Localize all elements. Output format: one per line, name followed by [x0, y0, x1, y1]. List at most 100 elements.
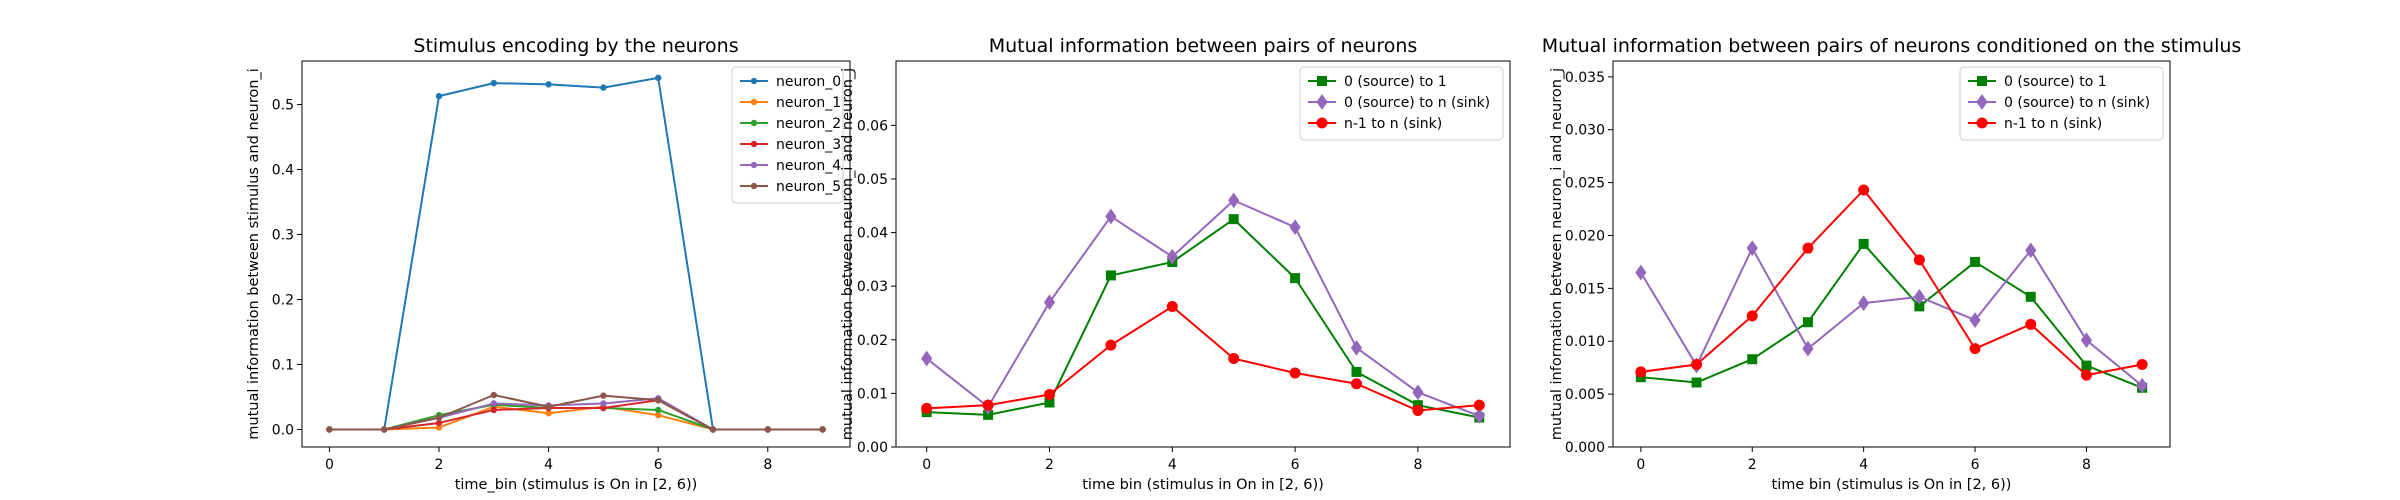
legend-entry: neuron_2 [740, 116, 841, 132]
data-point [1858, 184, 1870, 196]
y-tick-label: 0.035 [1565, 70, 1605, 86]
legend-entry: neuron_3 [740, 137, 841, 153]
legend-box [1299, 66, 1504, 141]
legend-marker [1977, 76, 1987, 86]
data-point [654, 396, 662, 404]
data-point [1746, 240, 1758, 257]
legend-entry: 0 (source) to n (sink) [1308, 94, 1490, 111]
y-tick-label: 0.025 [1565, 176, 1605, 192]
data-point [709, 426, 717, 433]
y-axis-label: mutual information between neuron_i and … [1549, 68, 1565, 440]
data-point [1913, 254, 1925, 266]
data-point [1473, 408, 1485, 424]
series-line [926, 199, 1480, 417]
chart-panel-1: Stimulus encoding by the neurons 0 2 4 6 8 0.0… [246, 35, 851, 493]
legend-label: 0 (source) to 1 [2004, 74, 2107, 90]
legend-label: 0 (source) to n (sink) [1344, 95, 1490, 111]
data-point [921, 402, 933, 414]
data-point [1289, 219, 1301, 236]
x-tick-label: 4 [544, 457, 553, 473]
legend-entry: neuron_1 [740, 95, 841, 111]
data-point [654, 74, 662, 82]
data-point [1913, 288, 1925, 305]
legend: 0 (source) to 1 0 (source) to n (sink) n-1… [1959, 66, 2164, 141]
y-tick-label: 0.2 [272, 292, 294, 308]
legend-entry: neuron_0 [740, 74, 841, 90]
data-point [1969, 312, 1981, 328]
y-tick-label: 0.05 [857, 172, 888, 188]
series-line [1640, 242, 2143, 389]
data-point [1105, 270, 1116, 281]
data-point [982, 399, 994, 411]
chart-title: Mutual information between pairs of neur… [989, 35, 1418, 57]
y-tick-label: 0.01 [857, 386, 888, 402]
data-point [1228, 192, 1240, 209]
legend-label: neuron_3 [776, 137, 841, 153]
legend-entry: n-1 to n (sink) [1308, 116, 1442, 132]
x-tick-label: 0 [325, 457, 334, 473]
y-tick-label: 0.020 [1565, 228, 1605, 244]
series-line [329, 394, 823, 431]
legend-marker [1316, 117, 1328, 129]
x-tick-label: 2 [1045, 457, 1054, 473]
axes-frame [301, 60, 851, 448]
data-point [1105, 339, 1117, 351]
y-axis-label: mutual information between stimulus and … [246, 68, 262, 439]
data-point [490, 79, 498, 87]
data-point [2136, 359, 2148, 371]
legend-entry: 0 (source) to n (sink) [1968, 94, 2150, 111]
legend-entry: 0 (source) to 1 [1308, 74, 1447, 90]
y-tick-label: 0.04 [857, 226, 888, 242]
x-tick-label: 6 [1291, 457, 1300, 473]
legend-label: neuron_5 [776, 179, 841, 195]
y-tick-label: 0.02 [857, 333, 888, 349]
data-point [1166, 301, 1178, 313]
chart-title: Stimulus encoding by the neurons [413, 35, 738, 57]
data-point [1166, 248, 1178, 265]
y-tick-label: 0.4 [272, 163, 294, 179]
chart-title: Mutual information between pairs of neur… [1542, 35, 2242, 57]
legend-entry: neuron_4 [740, 158, 841, 174]
data-point [1802, 317, 1813, 328]
legend-marker [750, 98, 758, 106]
y-tick-label: 0.00 [857, 440, 888, 456]
legend-label: neuron_4 [776, 158, 841, 174]
data-point [435, 414, 443, 422]
data-point [2080, 369, 2092, 381]
legend-marker [750, 161, 758, 169]
data-point [600, 392, 607, 399]
y-tick-label: 0.5 [272, 98, 294, 114]
x-tick-label: 0 [922, 457, 931, 473]
data-point [2136, 377, 2148, 394]
x-tick-label: 2 [1748, 457, 1757, 473]
legend-label: neuron_1 [776, 95, 841, 111]
data-point [1858, 238, 1869, 249]
x-tick-label: 8 [763, 457, 772, 473]
y-tick-label: 0.0 [272, 422, 294, 438]
data-point [1691, 359, 1703, 371]
x-axis-label: time_bin (stimulus is On in [2, 6)) [455, 477, 698, 493]
data-point [654, 406, 662, 414]
data-point [1802, 242, 1814, 254]
y-tick-label: 0.000 [1565, 440, 1605, 456]
data-point [819, 426, 826, 433]
data-point [2081, 360, 2092, 371]
legend-marker [750, 182, 758, 190]
y-tick-label: 0.1 [272, 357, 294, 373]
series-line [1639, 247, 2143, 387]
x-tick-label: 6 [1971, 457, 1980, 473]
data-point [2025, 291, 2036, 302]
data-point [1043, 294, 1056, 311]
axes-frame [1612, 60, 2171, 448]
y-tick-label: 0.005 [1565, 387, 1605, 403]
data-point [380, 426, 388, 433]
axes-frame [895, 60, 1511, 448]
data-point [1044, 388, 1055, 400]
legend-label: 0 (source) to 1 [1344, 74, 1447, 90]
data-point [1473, 399, 1485, 411]
legend-label: n-1 to n (sink) [1344, 116, 1442, 132]
data-point [435, 92, 443, 100]
x-tick-label: 8 [1413, 457, 1422, 473]
data-point [1969, 343, 1981, 355]
series-line [1640, 189, 2143, 377]
